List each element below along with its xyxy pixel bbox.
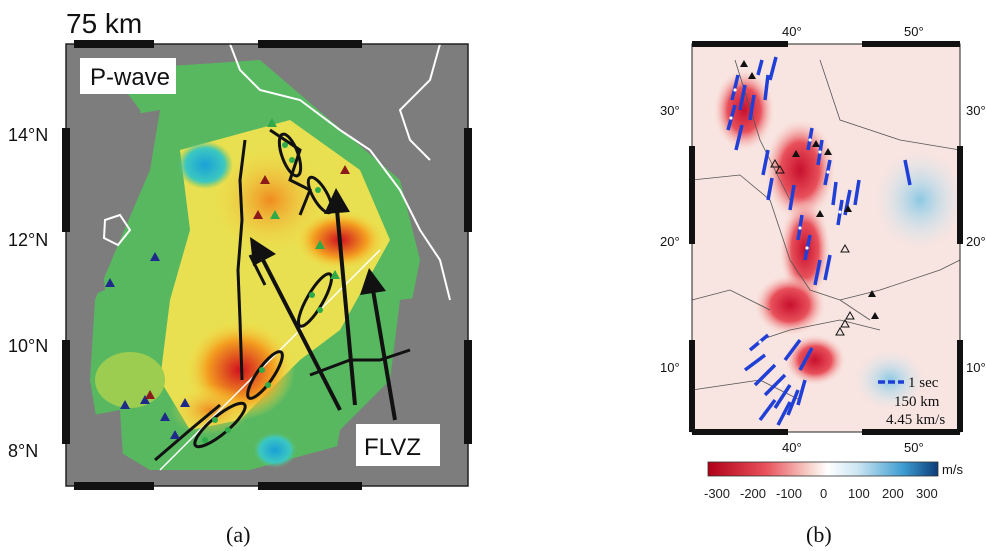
fault-west: [236, 139, 247, 381]
colorbar-tick: 200: [882, 486, 904, 501]
zone-label: FLVZ: [364, 434, 421, 461]
colorbar: [707, 461, 939, 477]
lat-left-10: 10°: [660, 360, 680, 375]
anomaly-b-yemen: [755, 275, 825, 335]
lon-bottom-50: 50°: [904, 440, 924, 455]
political-borders: [691, 59, 961, 401]
mask-west-block: [100, 110, 160, 175]
colorbar-unit: m/s: [942, 462, 963, 477]
lat-left-20: 20°: [660, 234, 680, 249]
anomaly-blue-north: [177, 141, 233, 189]
colorbar-tick: 0: [820, 486, 827, 501]
colorbar-tick: -200: [740, 486, 766, 501]
lat-label-10n: 10°N: [8, 336, 48, 356]
legend-time: 1 sec: [908, 375, 939, 391]
lon-top-50: 50°: [904, 24, 924, 39]
frame-ticks: [62, 40, 472, 490]
coastline-east: [229, 43, 451, 301]
anomaly-b-fast-se: [855, 350, 925, 410]
panel-a: P-wave FLVZ 75 km 14°N 12°N 10°N 8°N: [0, 0, 480, 510]
lat-right-10: 10°: [966, 360, 986, 375]
fault-afar: [309, 348, 411, 377]
caption-a: (a): [226, 522, 251, 547]
volcano-markers: [202, 142, 323, 443]
colorbar-ticks: -300 -200 -100 0 100 200 300: [704, 486, 938, 501]
stations-b: [740, 60, 879, 336]
volcanic-segment-4: [246, 350, 284, 400]
lake-outline: [102, 213, 132, 247]
border-rift: [159, 249, 381, 471]
wave-label: P-wave: [90, 64, 170, 91]
mask-w: [66, 240, 105, 310]
anomaly-b-nw: [714, 70, 774, 150]
lat-label-12n: 12°N: [8, 230, 48, 250]
caption-b: (b): [806, 522, 832, 547]
stations-a: [105, 118, 350, 439]
legend-distance: 150 km: [894, 394, 940, 410]
anomaly-blue-south: [253, 432, 297, 468]
lat-right-20: 20°: [966, 234, 986, 249]
fault-north: [269, 128, 312, 216]
panel-b: 1 sec 150 km 4.45 km/s 40° 50° 40° 50° 3…: [640, 0, 986, 510]
lon-bottom-40: 40°: [782, 440, 802, 455]
zone-label-box: [356, 424, 440, 466]
colorbar-tick: -300: [704, 486, 730, 501]
anomaly-lightgreen-west: [95, 352, 165, 408]
anomaly-orange-south: [170, 385, 250, 435]
station-dots: [729, 88, 842, 387]
flow-arrows: [250, 188, 397, 421]
legend-velocity: 4.45 km/s: [886, 412, 945, 428]
fault-south: [154, 403, 221, 462]
volcanic-segment-1: [277, 132, 303, 178]
panel-a-map: P-wave FLVZ 75 km 14°N 12°N 10°N 8°N: [8, 8, 472, 490]
coastline-ne: [398, 43, 441, 161]
lat-label-14n: 14°N: [8, 125, 48, 145]
wave-label-box: [80, 58, 176, 94]
depth-title: 75 km: [66, 8, 142, 39]
lat-right-30: 30°: [966, 103, 986, 118]
frame-b-ticks: [689, 41, 963, 435]
volcanic-segment-3: [296, 272, 334, 328]
mask-ne: [380, 44, 468, 220]
anomaly-b-fast-east: [875, 150, 965, 250]
colorbar-tick: -100: [776, 486, 802, 501]
lat-left-30: 30°: [660, 103, 680, 118]
mask-sw: [66, 410, 125, 486]
colorbar-tick: 300: [916, 486, 938, 501]
lon-top-40: 40°: [782, 24, 802, 39]
lat-label-8n: 8°N: [8, 441, 38, 461]
anomaly-b-south: [785, 335, 845, 385]
panel-b-map: 1 sec 150 km 4.45 km/s 40° 50° 40° 50° 3…: [660, 24, 986, 501]
colorbar-tick: 100: [848, 486, 870, 501]
